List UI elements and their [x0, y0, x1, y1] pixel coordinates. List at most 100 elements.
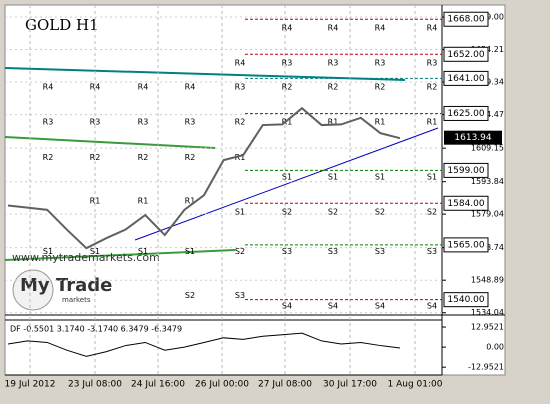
level-box	[443, 162, 489, 178]
pivot-label: S1	[185, 247, 195, 256]
pivot-label: S1	[427, 172, 437, 181]
pivot-label: R1	[328, 118, 339, 127]
pivot-label: S3	[282, 247, 292, 256]
level-label: 1599.00	[447, 166, 484, 176]
pivot-label: R1	[282, 118, 293, 127]
pivot-label: S4	[375, 302, 385, 311]
x-tick-label: 27 Jul 08:00	[258, 380, 312, 390]
level-label: 1540.00	[447, 295, 484, 305]
level-label: 1565.00	[447, 240, 484, 250]
x-tick-label: 24 Jul 16:00	[131, 380, 185, 390]
x-tick-label: 30 Jul 17:00	[323, 380, 377, 390]
y-tick-label: 1534.04	[471, 308, 504, 317]
x-tick-label: 23 Jul 08:00	[68, 380, 122, 390]
last-price-box	[444, 130, 502, 145]
pivot-label: R4	[427, 24, 438, 33]
pivot-label: R3	[282, 59, 293, 68]
watermark: My Trade markets www.mytrademarkets.com	[12, 251, 160, 311]
level-box	[443, 195, 489, 211]
y-tick-label: 1593.84	[471, 177, 504, 186]
level-label: 1641.00	[447, 74, 484, 84]
logo-circle	[12, 269, 54, 311]
level-box	[443, 70, 489, 86]
pivot-label: S2	[185, 291, 195, 300]
pivot-label: R3	[375, 59, 386, 68]
pivot-label: R3	[43, 118, 54, 127]
pivot-label: S2	[427, 208, 437, 217]
pivot-label: S1	[90, 247, 100, 256]
pivot-label: S3	[375, 247, 385, 256]
pivot-label: R4	[328, 24, 339, 33]
pivot-label: R1	[427, 118, 438, 127]
pivot-label: S3	[235, 291, 245, 300]
price-line	[7, 106, 401, 250]
pivot-label: S1	[138, 247, 148, 256]
pivot-label: S3	[328, 247, 338, 256]
indicator-tick-label: -12.9521	[468, 363, 504, 372]
pivot-label: R2	[43, 153, 54, 162]
pivot-label: R3	[90, 118, 101, 127]
pivot-label: R4	[185, 83, 196, 92]
trend-line	[134, 127, 439, 241]
pivot-label: R1	[90, 197, 101, 206]
pivot-label: R4	[43, 83, 54, 92]
level-box	[443, 105, 489, 121]
pivot-label: R1	[375, 118, 386, 127]
pivot-label: S2	[235, 247, 245, 256]
last-price-label: 1613.94	[454, 133, 491, 143]
x-tick-label: 1 Aug 01:00	[388, 380, 443, 390]
pivot-label: R2	[90, 153, 101, 162]
y-tick-label: 1548.89	[471, 276, 504, 285]
chart-area	[4, 4, 506, 376]
pivot-label: R4	[138, 83, 149, 92]
trend-line	[4, 67, 406, 81]
level-box	[443, 237, 489, 253]
pivot-label: S4	[427, 302, 437, 311]
level-box	[443, 46, 489, 62]
pivot-label: R2	[185, 153, 196, 162]
logo-text: My Trade	[20, 275, 112, 296]
trend-line	[4, 136, 216, 149]
watermark-url: www.mytrademarkets.com	[12, 251, 160, 264]
pivot-label: R2	[138, 153, 149, 162]
chart-title: GOLD H1	[25, 16, 99, 34]
level-label: 1625.00	[447, 109, 484, 119]
pivot-label: R3	[138, 118, 149, 127]
pivot-label: S1	[282, 172, 292, 181]
trend-line	[4, 249, 236, 261]
level-label: 1584.00	[447, 199, 484, 209]
level-label: 1668.00	[447, 15, 484, 25]
pivot-label: S1	[375, 172, 385, 181]
y-tick-label: 1609.15	[471, 144, 504, 153]
indicator-tick-label: 0.00	[486, 343, 504, 352]
indicator-tick-label: 12.9521	[471, 323, 504, 332]
pivot-label: R1	[235, 153, 246, 162]
pivot-label: S3	[427, 247, 437, 256]
x-tick-label: 19 Jul 2012	[5, 380, 56, 390]
pivot-label: S1	[328, 172, 338, 181]
level-box	[443, 11, 489, 27]
pivot-label: S1	[235, 208, 245, 217]
pivot-label: R3	[427, 59, 438, 68]
pivot-label: R3	[185, 118, 196, 127]
pivot-label: R4	[235, 59, 246, 68]
pivot-label: R2	[375, 83, 386, 92]
y-tick-label: 1579.04	[471, 210, 504, 219]
indicator-line	[7, 332, 401, 357]
pivot-label: R2	[235, 118, 246, 127]
x-tick-label: 26 Jul 00:00	[195, 380, 249, 390]
pivot-label: S2	[282, 208, 292, 217]
pivot-label: S1	[43, 247, 53, 256]
pivot-label: R3	[235, 83, 246, 92]
pivot-label: R2	[328, 83, 339, 92]
pivot-label: R1	[185, 197, 196, 206]
pivot-label: S2	[375, 208, 385, 217]
pivot-label: R1	[138, 197, 149, 206]
indicator-label: DF -0.5501 3.1740 -3.1740 6.3479 -6.3479	[10, 325, 182, 334]
level-label: 1652.00	[447, 50, 484, 60]
pivot-label: R4	[282, 24, 293, 33]
pivot-label: S4	[282, 302, 292, 311]
pivot-label: R4	[90, 83, 101, 92]
